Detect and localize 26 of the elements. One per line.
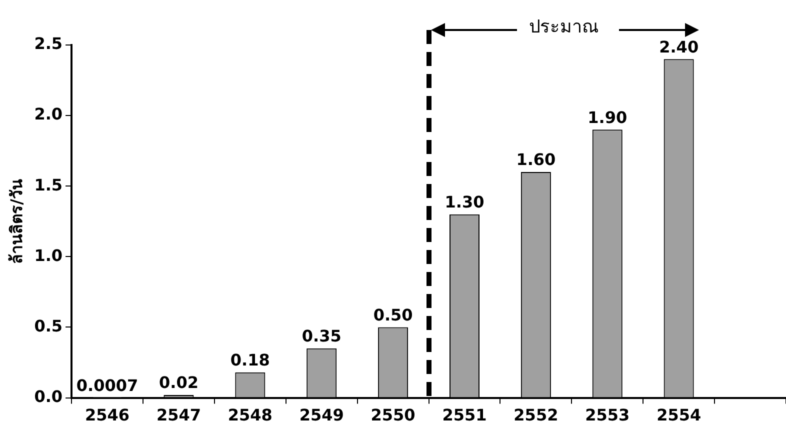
- data-label: 1.30: [444, 192, 484, 212]
- x-tick-label: 2550: [370, 406, 416, 425]
- y-tick-label: 0.5: [34, 316, 63, 336]
- x-tick-label: 2547: [156, 406, 201, 425]
- y-axis-title: ล้านลิตร/วัน: [6, 178, 26, 264]
- x-tick-label: 2546: [85, 406, 130, 425]
- data-label: 0.35: [302, 326, 342, 346]
- x-tick-label: 2548: [228, 406, 272, 425]
- data-label: 0.50: [373, 305, 413, 324]
- text: ประมาณ: [528, 16, 599, 38]
- data-label: 1.60: [516, 150, 556, 170]
- data-label: 0.0007: [76, 376, 138, 395]
- x-tick-label: 2554: [656, 406, 702, 425]
- y-tick-label: 2.5: [34, 34, 63, 54]
- data-label: 0.02: [158, 373, 198, 392]
- data-label: 1.90: [588, 108, 628, 127]
- x-tick-label: 2551: [442, 406, 487, 425]
- y-tick-label: 2.0: [34, 104, 63, 124]
- data-label: 2.40: [659, 37, 699, 56]
- x-tick-label: 2552: [514, 406, 558, 425]
- y-tick-label: 1.0: [34, 246, 63, 265]
- data-label: 0.18: [230, 350, 270, 370]
- x-tick-label: 2553: [585, 406, 630, 425]
- y-tick-label: 0.0: [34, 386, 63, 406]
- y-tick-label: 1.5: [34, 175, 63, 194]
- x-tick-label: 2549: [299, 406, 344, 425]
